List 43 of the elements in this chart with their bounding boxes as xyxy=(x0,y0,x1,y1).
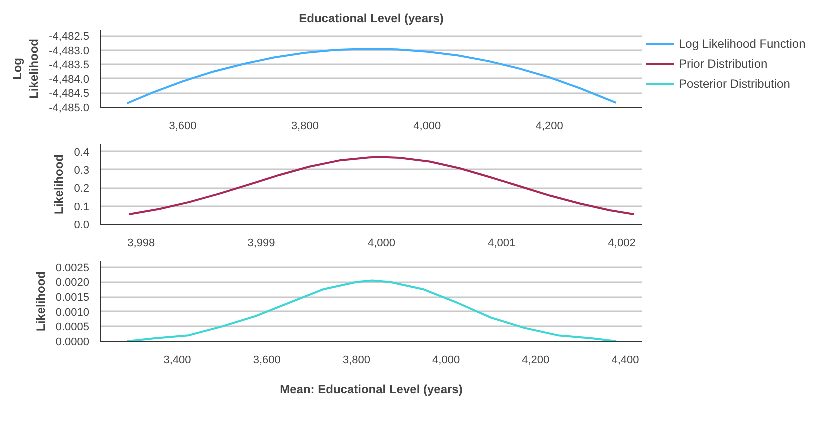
y-tick-label: -4,483.0 xyxy=(49,45,90,58)
y-axis-title: Likelihood xyxy=(52,154,66,214)
y-tick-label: -4,484.5 xyxy=(49,88,90,100)
x-tick-label: 3,400 xyxy=(164,354,192,366)
line-series xyxy=(126,48,618,105)
y-tick-label: -4,482.5 xyxy=(49,31,90,44)
x-axis-title: Mean: Educational Level (years) xyxy=(280,382,463,396)
y-tick-label: 0.1 xyxy=(74,201,90,214)
y-tick-label: -4,483.5 xyxy=(49,60,90,72)
y-tick-label: 0.2 xyxy=(74,183,90,196)
y-tick-label: 0.0000 xyxy=(56,336,90,348)
x-tick-label: 4,001 xyxy=(488,238,516,250)
x-tick-label: 3,800 xyxy=(342,354,370,366)
y-tick-label: 0.0010 xyxy=(56,306,90,319)
y-tick-label: 0.0005 xyxy=(56,322,90,334)
x-tick-label: 4,002 xyxy=(608,238,636,250)
y-tick-label: -4,485.0 xyxy=(49,102,90,114)
x-tick-label: 3,998 xyxy=(128,238,156,250)
y-tick-label: 0.0 xyxy=(74,220,90,232)
y-tick-label: 0.3 xyxy=(74,164,90,177)
x-tick-label: 4,000 xyxy=(368,238,396,250)
x-tick-label: 3,999 xyxy=(248,238,276,250)
y-tick-label: 0.0025 xyxy=(56,262,90,274)
x-tick-label: 3,800 xyxy=(291,120,319,132)
y-tick-label: 0.4 xyxy=(74,146,90,159)
x-tick-label: 4,000 xyxy=(414,120,442,132)
line-series xyxy=(128,156,636,216)
x-tick-label: 4,400 xyxy=(612,354,640,366)
x-tick-label: 3,600 xyxy=(253,354,281,366)
legend-label: Log Likelihood Function xyxy=(679,37,806,51)
y-tick-label: 0.0015 xyxy=(56,292,90,304)
y-tick-label: 0.0020 xyxy=(56,277,90,290)
x-tick-label: 3,600 xyxy=(169,120,197,132)
line-series xyxy=(126,280,618,342)
y-tick-label: -4,484.0 xyxy=(49,74,90,86)
x-tick-label: 4,200 xyxy=(536,120,564,132)
x-tick-label: 4,000 xyxy=(432,354,460,366)
legend-label: Posterior Distribution xyxy=(679,77,790,91)
y-axis-title: Likelihood xyxy=(34,272,48,332)
x-tick-label: 4,200 xyxy=(522,354,550,366)
legend-label: Prior Distribution xyxy=(679,57,768,71)
chart-title: Educational Level (years) xyxy=(299,12,444,26)
y-axis-title: Log Likelihood xyxy=(10,39,42,99)
